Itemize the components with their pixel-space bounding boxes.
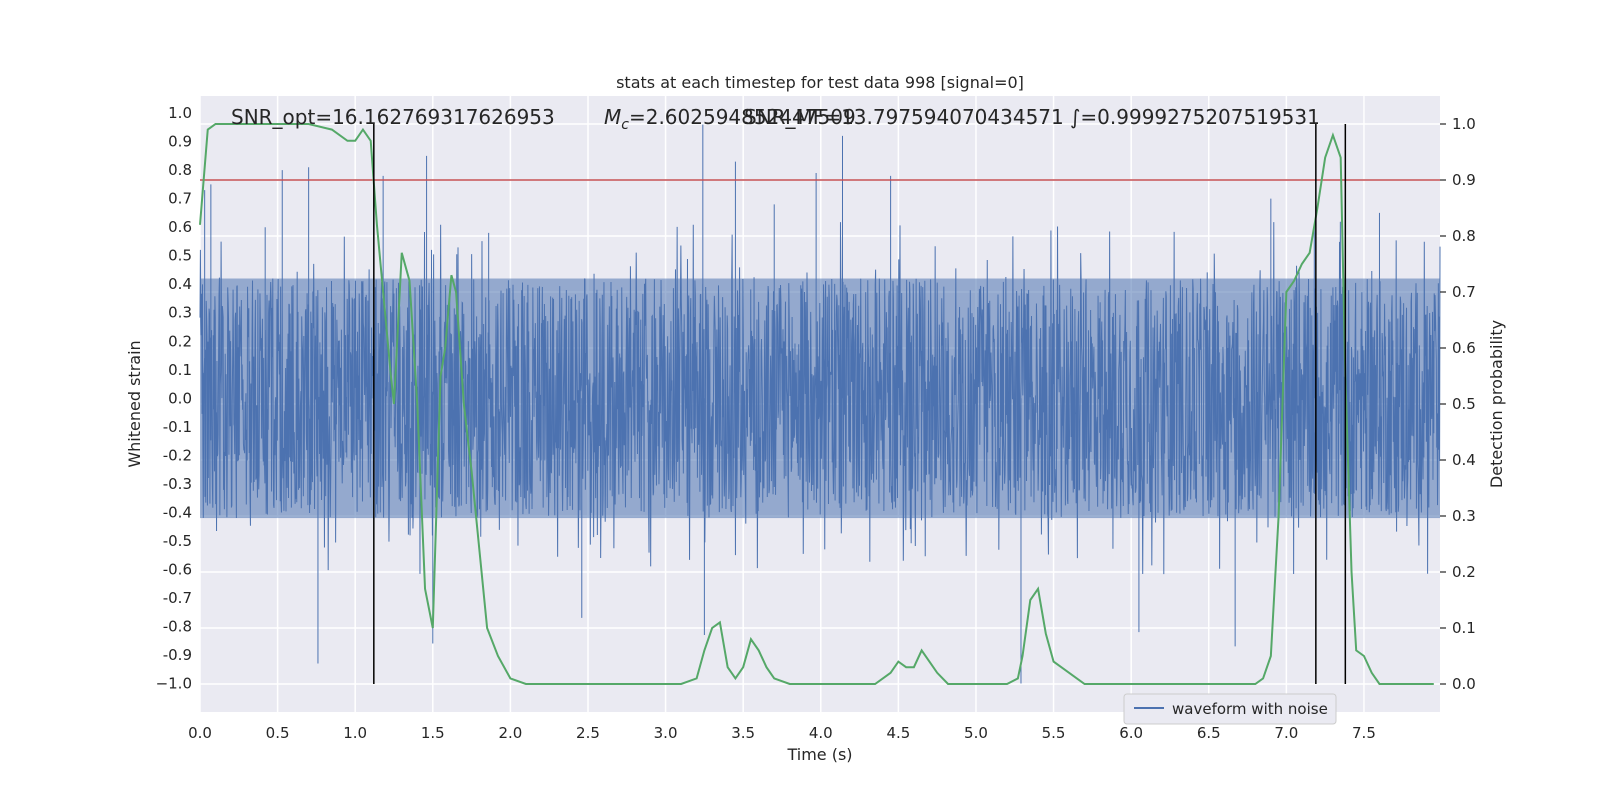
y-left-tick-label: 0.0 [168,389,192,407]
y-left-tick-label: -0.5 [163,532,192,550]
detection-probability-series [199,123,1434,685]
x-tick-label: 1.5 [421,724,445,742]
x-tick-label: 2.0 [498,724,522,742]
y-right-tick-label: 0.1 [1452,619,1476,637]
annotation-fi-value: =0.9999275207519531 [1080,105,1319,129]
y-left-tick-label: 0.9 [168,133,192,151]
y-left-tick-label: -0.2 [163,446,192,464]
y-left-tick-label: 0.2 [168,332,192,350]
x-tick-label: 7.0 [1274,724,1298,742]
y-right-tick-label: 0.6 [1452,339,1476,357]
y-left-tick-label: -0.4 [163,503,192,521]
y-left-tick-label: -0.9 [163,646,192,664]
x-tick-label: 4.0 [809,724,833,742]
y-right-tick-label: 0.9 [1452,171,1476,189]
x-tick-label: 6.0 [1119,724,1143,742]
annotation-fi: ∫=0.9999275207519531 [1070,105,1320,129]
y-right-tick-label: 0.4 [1452,451,1476,469]
annotation-mc-symbol: M [604,105,621,129]
y-left-tick-label: 0.8 [168,161,192,179]
chart-title: stats at each timestep for test data 998… [616,73,1024,92]
annotation-mc-subscript: c [621,117,629,133]
y-axis-left-label: Whitened strain [125,340,144,467]
y-axis-left-ticks: 1.0 0.9 0.8 0.7 0.6 0.5 0.4 0.3 0.2 0.1 0.0 -0.1 -0.… [156,104,192,692]
y-right-tick-label: 0.8 [1452,227,1476,245]
y-left-tick-label: 1.0 [168,104,192,122]
y-right-tick-label: 1.0 [1452,115,1476,133]
y-left-tick-label: 0.6 [168,218,192,236]
y-left-tick-label: -0.1 [163,418,192,436]
y-right-tick-label: 0.7 [1452,283,1476,301]
probability-line [199,123,1434,685]
y-axis-right-ticks: 1.0 0.9 0.8 0.7 0.6 0.5 0.4 0.3 0.2 0.1 0.0 [1440,115,1476,693]
x-tick-label: 3.0 [654,724,678,742]
y-left-tick-label: −1.0 [156,674,192,692]
y-right-tick-label: 0.5 [1452,395,1476,413]
vertical-markers [373,124,1347,684]
legend-label: waveform with noise [1172,700,1328,718]
waveform-series [199,124,1441,684]
y-left-tick-label: 0.5 [168,247,192,265]
x-tick-label: 1.0 [343,724,367,742]
x-tick-label: 4.5 [886,724,910,742]
y-left-tick-label: 0.3 [168,304,192,322]
y-axis-right-label: Detection probability [1487,320,1506,488]
x-axis-ticks: 0.0 0.5 1.0 1.5 2.0 2.5 3.0 3.5 4.0 4.5 5.0 5.5 6.0 6… [188,724,1376,742]
x-tick-label: 5.5 [1042,724,1066,742]
x-tick-label: 0.0 [188,724,212,742]
annotation-mc: Mc=2.602594852447509 [604,105,856,133]
annotation-snr-mf: SNR_MF=13.797594070434571 [744,105,1064,129]
x-axis-label: Time (s) [786,745,852,764]
waveform-line [199,124,1441,684]
annotation-mc-value: =2.602594852447509 [629,105,856,129]
x-tick-label: 7.5 [1352,724,1376,742]
x-tick-label: 6.5 [1197,724,1221,742]
x-tick-label: 0.5 [266,724,290,742]
annotation-snr-opt: SNR_opt=16.162769317626953 [231,105,555,129]
y-left-tick-label: 0.4 [168,275,192,293]
y-left-tick-label: 0.1 [168,361,192,379]
x-tick-label: 5.0 [964,724,988,742]
y-left-tick-label: -0.8 [163,617,192,635]
y-right-tick-label: 0.0 [1452,675,1476,693]
y-left-tick-label: 0.7 [168,190,192,208]
y-right-tick-label: 0.3 [1452,507,1476,525]
legend: waveform with noise [1123,693,1337,725]
y-right-tick-label: 0.2 [1452,563,1476,581]
annotation-fi-symbol: ∫ [1070,105,1080,129]
x-tick-label: 3.5 [731,724,755,742]
y-left-tick-label: -0.6 [163,560,192,578]
x-tick-label: 2.5 [576,724,600,742]
y-left-tick-label: -0.7 [163,589,192,607]
legend-box [1123,693,1337,725]
y-left-tick-label: -0.3 [163,475,192,493]
